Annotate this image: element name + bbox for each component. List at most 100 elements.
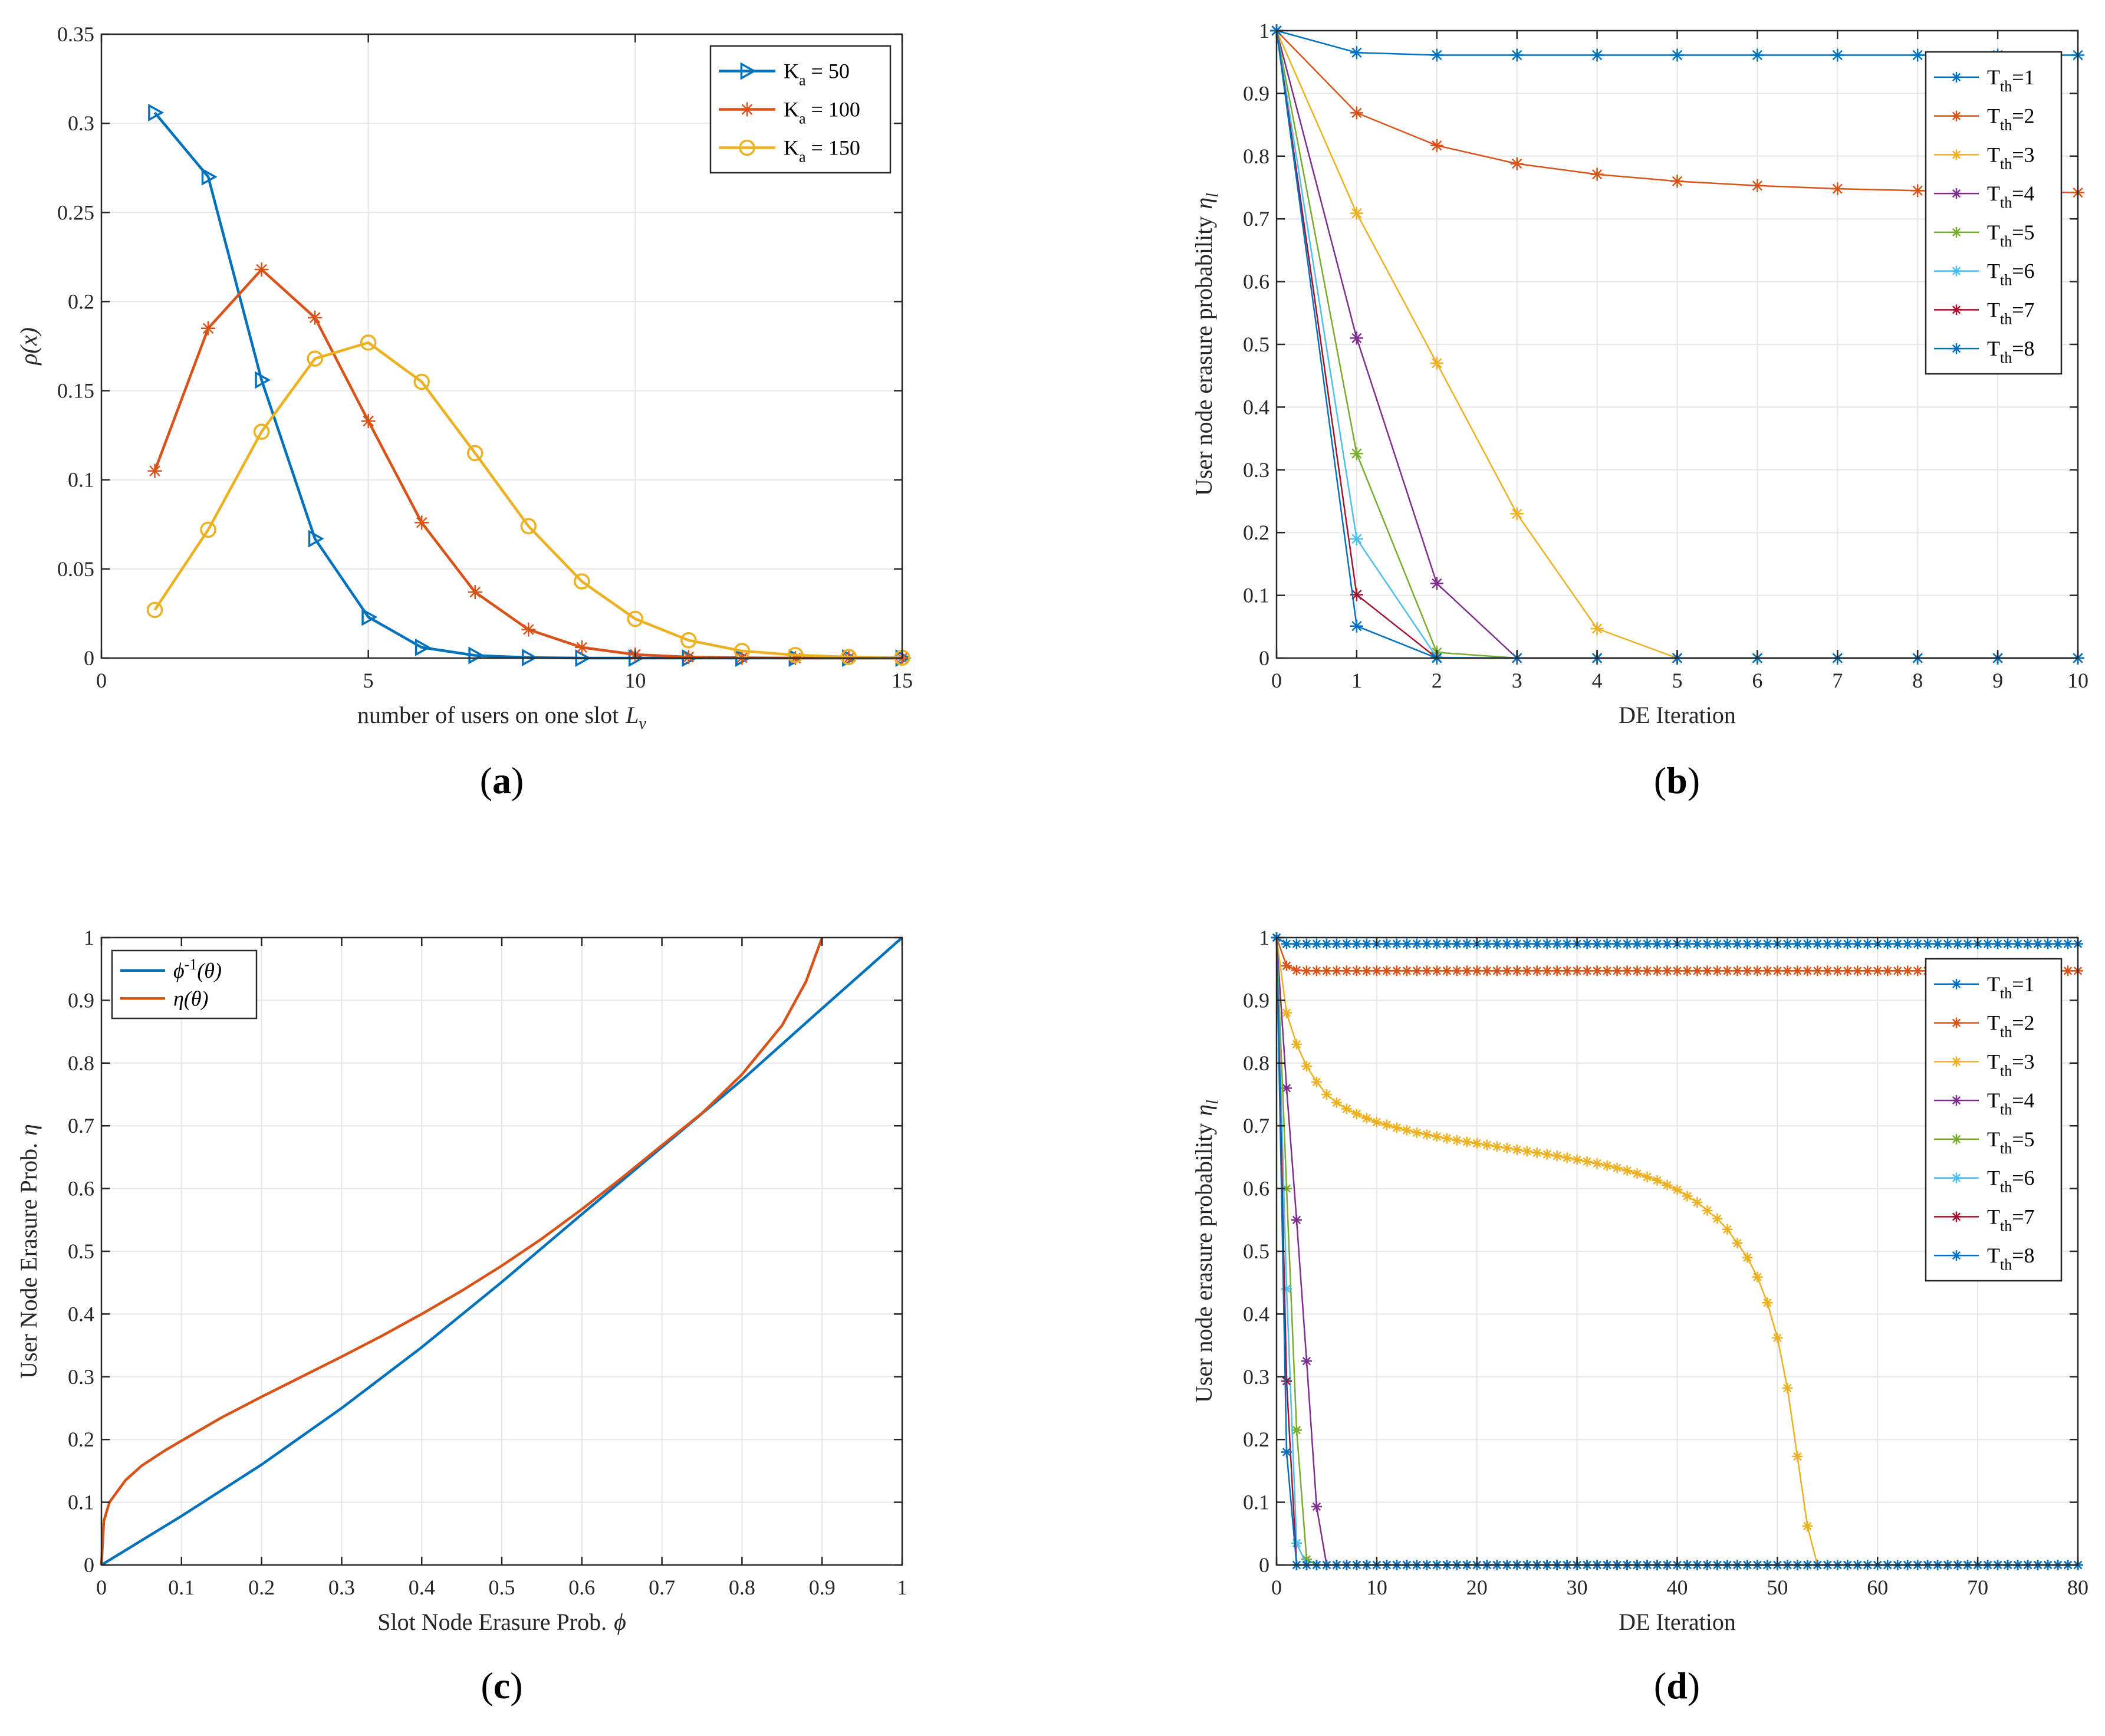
data-point [1590, 167, 1604, 181]
data-point [148, 104, 165, 121]
legend-item: Tth=4 [1934, 182, 2035, 211]
y-tick-label: 0.8 [1243, 1051, 1269, 1075]
axes-box [100, 33, 903, 659]
y-tick-label: 0.2 [1243, 1428, 1269, 1451]
y-tick-label: 0.4 [68, 1302, 94, 1326]
data-point [1792, 1451, 1803, 1462]
tick-labels: 0 1 2 3 4 5 6 7 8 9 10 0 0.1 0.2 0.3 0.4 0.5 0.6 0.7 0.8 0.9… [1243, 19, 2088, 692]
data-point [1331, 1097, 1342, 1108]
data-point [1682, 965, 1693, 976]
legend-label: Tth=1 [1987, 972, 2035, 1002]
y-tick-label: 0.3 [68, 1365, 94, 1389]
data-point [1662, 965, 1673, 976]
data-point [2063, 938, 2074, 949]
data-point [1992, 938, 2004, 949]
data-point [1391, 965, 1402, 976]
x-tick-label: 0 [96, 1576, 107, 1599]
data-point [1772, 965, 1783, 976]
x-tick-label: 1 [897, 1576, 907, 1599]
data-point [1481, 1139, 1492, 1150]
data-point [1802, 938, 1813, 949]
data-point [1421, 965, 1432, 976]
y-tick-label: 0.6 [68, 1177, 94, 1201]
legend-item: Ka = 50 [719, 60, 850, 89]
legend-marker [740, 62, 757, 80]
legend-item: Tth=4 [1934, 1089, 2035, 1118]
data-point [1521, 938, 1532, 949]
legend-label: Tth=7 [1987, 298, 2035, 327]
data-point [1361, 965, 1372, 976]
data-point [1281, 1083, 1292, 1094]
legend-marker [1951, 71, 1962, 83]
y-tick-label: 0.15 [57, 379, 94, 403]
legend-label: Tth=5 [1987, 1127, 2035, 1157]
data-point [1291, 938, 1302, 949]
legend-marker [1951, 343, 1962, 354]
data-point [1541, 1149, 1553, 1160]
legend-box [111, 949, 258, 1020]
data-point [1561, 965, 1573, 976]
data-point [1852, 965, 1863, 976]
data-point [681, 650, 696, 665]
data-point [466, 445, 484, 462]
data-point [1350, 619, 1363, 633]
y-tick-label: 0.1 [68, 468, 94, 492]
y-tick-label: 0.5 [1243, 1239, 1269, 1263]
legend-item: Tth=2 [1934, 104, 2035, 134]
data-point [520, 518, 537, 535]
x-tick-label: 10 [1366, 1576, 1387, 1599]
data-point [1762, 1297, 1773, 1308]
legend-marker [1951, 1211, 1962, 1222]
x-tick-label: 15 [892, 669, 913, 692]
data-point [1621, 965, 1633, 976]
data-point [1451, 938, 1462, 949]
data-point [1882, 965, 1893, 976]
legend-label: Tth=6 [1987, 259, 2035, 289]
data-point [1852, 938, 1863, 949]
data-point [1311, 938, 1322, 949]
data-point [1922, 938, 1933, 949]
legend: Tth=1 Tth=2 Tth=3 Tth=4 Tth=5 Tth=6 Tth=7 Tth=8 [1925, 958, 2063, 1282]
data-point [1712, 965, 1723, 976]
data-point [1350, 331, 1363, 345]
data-point [1822, 938, 1833, 949]
data-point [1421, 1129, 1432, 1140]
data-point [1662, 938, 1673, 949]
data-point [361, 413, 376, 428]
data-point [1742, 938, 1753, 949]
data-point [1341, 938, 1352, 949]
legend-label: Tth=4 [1987, 182, 2035, 211]
data-point [1391, 1122, 1402, 1133]
x-tick-label: 0.4 [409, 1576, 435, 1599]
data-point [1812, 965, 1823, 976]
data-point [1531, 938, 1542, 949]
y-tick-label: 0.6 [1243, 270, 1269, 294]
legend-label: Tth=3 [1987, 1050, 2035, 1079]
data-point [1782, 1382, 1793, 1393]
series-T_th=1 [1271, 932, 2083, 949]
data-point [1752, 938, 1763, 949]
data-point [1301, 1554, 1312, 1565]
data-point [1281, 1183, 1292, 1194]
x-tick-label: 10 [624, 669, 646, 692]
data-point [1911, 184, 1925, 198]
y-tick-label: 0.05 [57, 557, 94, 581]
data-point [787, 647, 804, 663]
y-tick-label: 0.35 [57, 22, 94, 46]
data-point [2053, 938, 2064, 949]
legend-item: Tth=2 [1934, 1011, 2035, 1041]
x-tick-label: 30 [1567, 1576, 1588, 1599]
data-point [1371, 1116, 1382, 1127]
data-point [627, 610, 644, 627]
x-tick-label: 0.7 [649, 1576, 675, 1599]
data-point [1751, 179, 1764, 192]
data-point [1531, 1147, 1542, 1158]
legend-label: η(θ) [173, 987, 209, 1010]
legend-marker [1951, 978, 1962, 989]
y-tick-label: 0.1 [1243, 584, 1269, 607]
legend-label: Tth=8 [1987, 337, 2035, 366]
x-tick-label: 0.6 [568, 1576, 595, 1599]
y-tick-label: 1 [1259, 19, 1269, 42]
legend-box [1925, 51, 2063, 375]
data-point [1962, 938, 1974, 949]
